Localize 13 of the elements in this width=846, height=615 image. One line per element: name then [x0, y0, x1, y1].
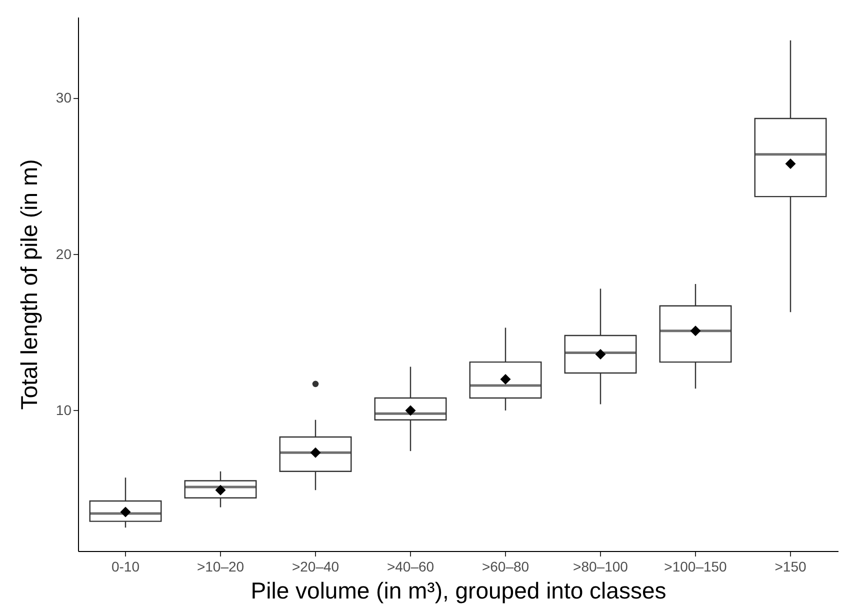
y-tick-label: 30: [56, 90, 72, 106]
x-axis-title: Pile volume (in m³), grouped into classes: [250, 578, 666, 604]
x-tick-label: >150: [774, 558, 806, 574]
x-tick-label: 0-10: [111, 558, 140, 574]
x-tick-label: >20–40: [292, 558, 340, 574]
y-tick-label: 10: [56, 402, 72, 418]
y-axis-title: Total length of pile (in m): [16, 159, 42, 410]
x-tick-label: >40–60: [386, 558, 434, 574]
x-tick-label: >100–150: [664, 558, 728, 574]
x-tick-label: >10–20: [196, 558, 244, 574]
x-tick-label: >60–80: [482, 558, 530, 574]
x-tick-label: >80–100: [573, 558, 628, 574]
y-tick-label: 20: [56, 246, 72, 262]
